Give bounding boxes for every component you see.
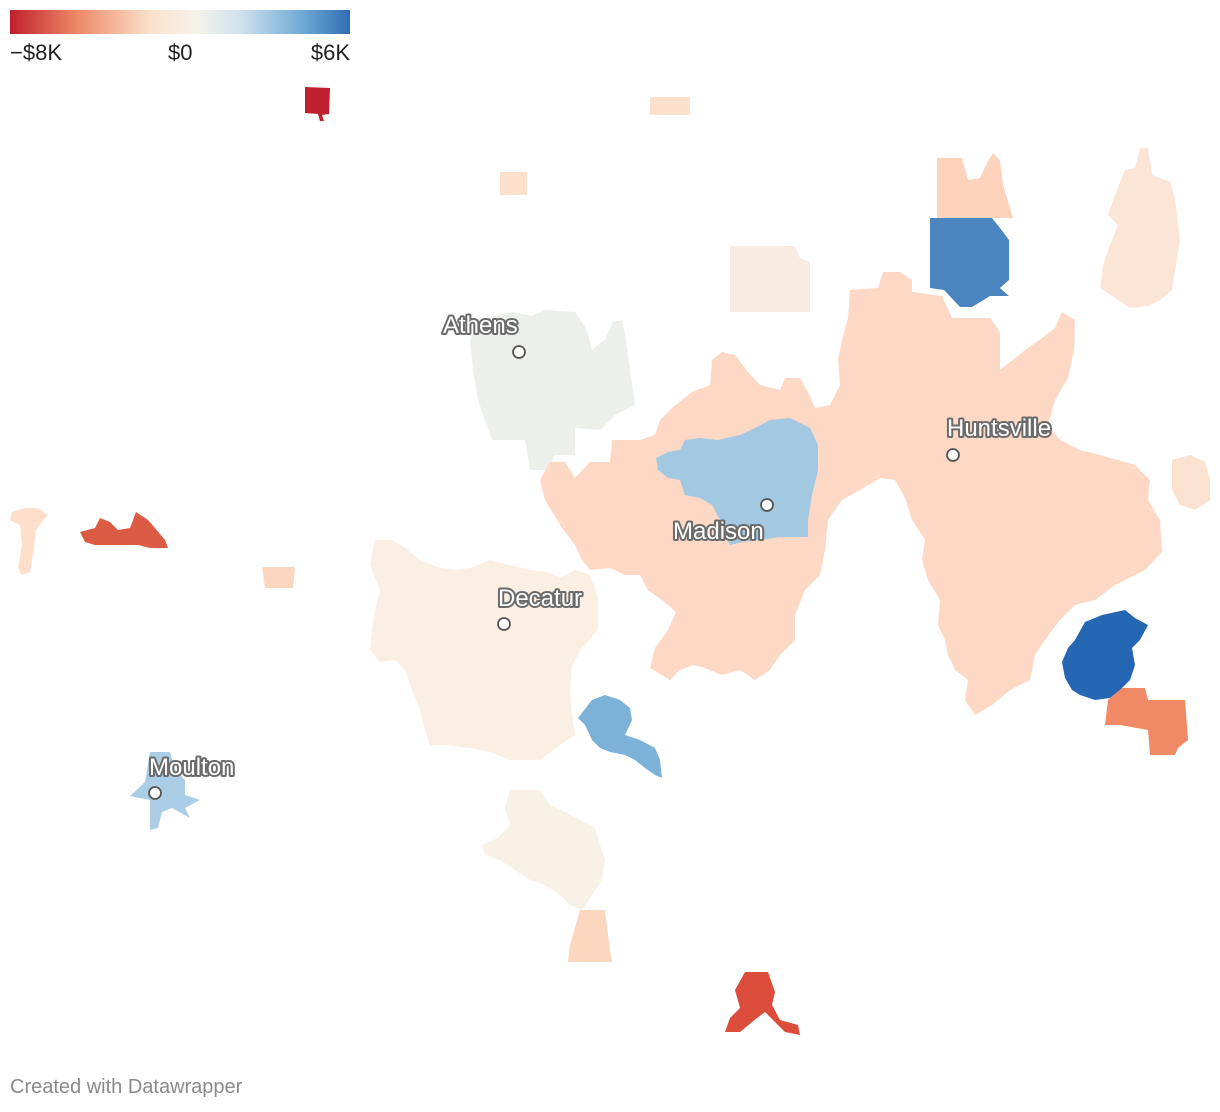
city-dot <box>946 448 960 462</box>
city-dot <box>512 345 526 359</box>
region-north-peach-b <box>500 172 527 195</box>
city-marker-decatur: Decatur <box>496 583 584 631</box>
city-marker-madison: Madison <box>671 498 774 547</box>
color-legend: −$8K $0 $6K <box>10 10 350 65</box>
region-decatur <box>370 540 598 760</box>
region-madison-blue <box>656 418 818 545</box>
city-label: Madison <box>673 518 764 545</box>
region-priceville-blue <box>578 695 662 778</box>
city-label: Huntsville <box>947 415 1051 442</box>
footer-credit: Created with Datawrapper <box>10 1076 243 1098</box>
city-label: Athens <box>443 312 518 339</box>
region-north-peach-a <box>650 97 690 115</box>
region-west-peach-small <box>262 567 295 588</box>
region-east-peach <box>1172 455 1210 510</box>
city-dot <box>760 498 774 512</box>
region-west-peach <box>10 508 48 575</box>
legend-mid-label: $0 <box>168 40 193 65</box>
region-ne-peach <box>937 153 1013 218</box>
city-dot <box>497 617 511 631</box>
city-marker-huntsville: Huntsville <box>945 413 1053 462</box>
city-label: Moulton <box>149 754 234 781</box>
region-north-beige <box>730 246 810 312</box>
legend-min-label: −$8K <box>10 40 62 65</box>
region-athens <box>470 310 635 470</box>
choropleth-map: Athens Huntsville Madison Decatur Moulto… <box>10 87 1210 1035</box>
region-huntsville-metro <box>540 272 1162 715</box>
region-east-orange <box>1105 688 1188 755</box>
region-ne-strip <box>1100 148 1180 308</box>
region-north-red <box>305 87 330 121</box>
region-south-peach <box>568 910 612 962</box>
legend-gradient-bar <box>10 10 350 34</box>
city-marker-athens: Athens <box>441 310 526 359</box>
city-label: Decatur <box>498 585 582 612</box>
region-east-blue <box>1062 610 1148 700</box>
legend-max-label: $6K <box>310 40 350 65</box>
city-dot <box>148 786 162 800</box>
region-south-beige <box>482 790 605 910</box>
region-moulton <box>130 752 200 830</box>
region-ne-blue <box>930 218 1009 307</box>
region-south-red <box>725 972 800 1035</box>
city-marker-moulton: Moulton <box>147 752 236 800</box>
region-west-red <box>80 512 168 548</box>
